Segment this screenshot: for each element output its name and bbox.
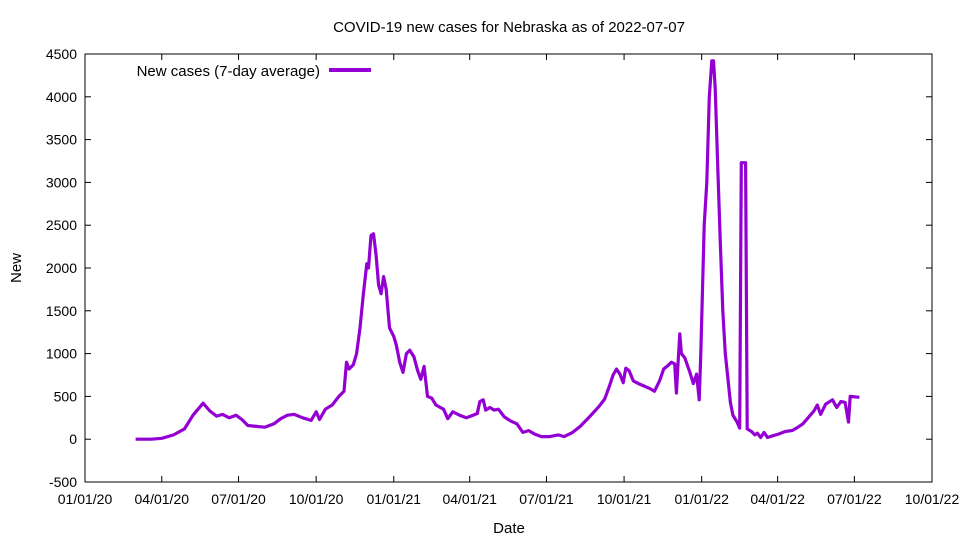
y-axis-label: New [8,253,25,283]
x-tick-label: 10/01/21 [597,491,652,507]
x-tick-label: 04/01/22 [750,491,805,507]
plot-area: 01/01/20 04/01/20 07/01/20 10/01/20 01/01/21… [46,46,960,507]
legend-label: New cases (7-day average) [137,63,320,80]
x-tick-label: 07/01/22 [827,491,882,507]
y-axis: -500 0 500 1000 1500 2000 2500 3000 3500 4000 4500 [46,46,932,490]
x-tick-label: 10/01/22 [905,491,960,507]
x-tick-label: 01/01/21 [367,491,422,507]
x-tick-label: 01/01/22 [674,491,729,507]
x-tick-label: 04/01/21 [442,491,497,507]
x-tick-label: 07/01/20 [211,491,266,507]
legend: New cases (7-day average) [137,63,371,80]
y-tick-label: 3000 [46,174,77,190]
y-tick-label: 1500 [46,303,77,319]
y-tick-label: 500 [54,388,78,404]
x-tick-label: 07/01/21 [519,491,574,507]
y-tick-label: 3500 [46,132,77,148]
y-tick-label: 2500 [46,217,77,233]
y-tick-label: 2000 [46,260,77,276]
y-tick-label: 4000 [46,89,77,105]
y-tick-label: 0 [69,431,77,447]
y-tick-label: 4500 [46,46,77,62]
x-tick-label: 04/01/20 [135,491,190,507]
x-axis: 01/01/20 04/01/20 07/01/20 10/01/20 01/01/21… [58,54,960,507]
x-tick-label: 10/01/20 [289,491,344,507]
series-line-new-cases [135,59,860,441]
y-tick-label: -500 [49,474,77,490]
x-tick-label: 01/01/20 [58,491,113,507]
x-axis-label: Date [493,520,525,537]
chart-title: COVID-19 new cases for Nebraska as of 20… [333,19,685,36]
y-tick-label: 1000 [46,346,77,362]
